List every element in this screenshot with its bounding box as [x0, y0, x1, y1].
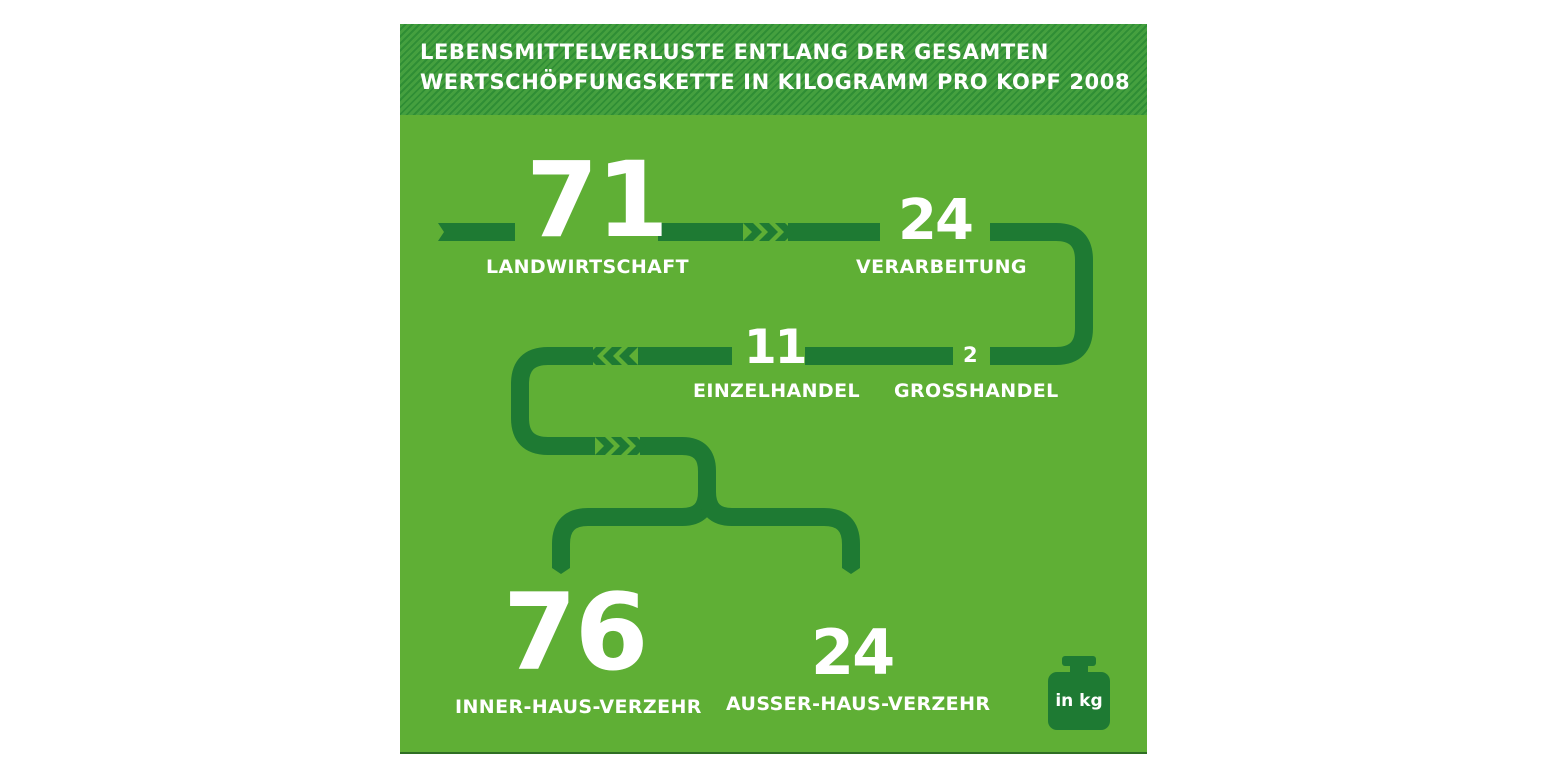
unit-label: in kg — [1055, 691, 1103, 711]
stage-value-inner-haus-verzehr: 76 — [503, 571, 649, 694]
flow-path — [448, 223, 1093, 561]
branch-end-right — [842, 560, 860, 574]
start-tail-notch — [438, 223, 452, 241]
flow-diagram — [438, 223, 1093, 574]
branch-end-left — [552, 560, 570, 574]
chevron-group-middle — [587, 347, 638, 365]
header-banner: LEBENSMITTELVERLUSTE ENTLANG DER GESAMTE… — [400, 24, 1147, 115]
stage-label-verarbeitung: VERARBEITUNG — [856, 256, 1027, 278]
chevron-arrow-icon — [611, 437, 630, 455]
chevron-arrow-icon — [743, 223, 762, 241]
chevron-arrow-icon — [759, 223, 778, 241]
weight-icon — [1048, 656, 1110, 730]
chevron-arrow-icon — [627, 437, 646, 455]
chevron-group-lower — [595, 437, 646, 455]
path-segment-u-turn-left — [511, 347, 595, 455]
chevron-group-top — [743, 223, 794, 241]
infographic-card: LEBENSMITTELVERLUSTE ENTLANG DER GESAMTE… — [400, 24, 1147, 754]
title-line-1: LEBENSMITTELVERLUSTE ENTLANG DER GESAMTE… — [420, 40, 1049, 64]
title-line-2: WERTSCHÖPFUNGSKETTE IN KILOGRAMM PRO KOP… — [420, 70, 1131, 94]
chevron-arrow-icon — [587, 347, 606, 365]
path-segment-u-turn-right — [990, 223, 1093, 365]
stage-label-grosshandel: GROSSHANDEL — [894, 380, 1059, 402]
stage-value-ausser-haus-verzehr: 24 — [811, 616, 895, 689]
chevron-arrow-icon — [775, 223, 794, 241]
chevron-arrow-icon — [603, 347, 622, 365]
stage-label-landwirtschaft: LANDWIRTSCHAFT — [486, 256, 690, 278]
stage-label-einzelhandel: EINZELHANDEL — [693, 380, 860, 402]
path-segment-branch-right — [698, 491, 860, 561]
chevron-arrow-icon — [619, 347, 638, 365]
stage-value-einzelhandel: 11 — [744, 320, 807, 375]
stage-value-landwirtschaft: 71 — [526, 139, 669, 261]
stage-label-inner-haus-verzehr: INNER-HAUS-VERZEHR — [455, 696, 702, 718]
stage-value-grosshandel: 2 — [963, 343, 978, 367]
stage-label-ausser-haus-verzehr: AUSSER-HAUS-VERZEHR — [726, 693, 991, 715]
chevron-arrow-icon — [595, 437, 614, 455]
path-segment-lower — [552, 437, 716, 561]
stage-value-verarbeitung: 24 — [898, 188, 974, 253]
